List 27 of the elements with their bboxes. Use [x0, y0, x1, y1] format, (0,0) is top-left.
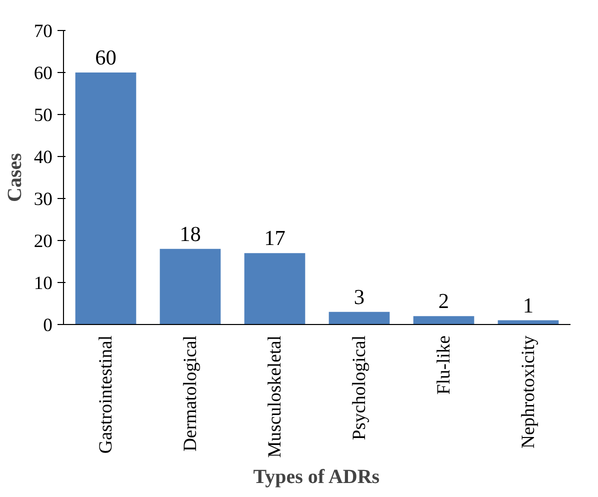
- y-tick-label: 50: [34, 105, 52, 126]
- x-axis-title: Types of ADRs: [253, 466, 380, 488]
- bar: [160, 248, 221, 324]
- x-tick-label: Dermatological: [180, 335, 201, 452]
- y-tick-label: 60: [34, 63, 52, 84]
- x-tick-label: Gastrointestinal: [95, 335, 116, 454]
- y-axis-title: Cases: [4, 152, 26, 202]
- y-tick-label: 10: [34, 273, 52, 294]
- y-tick-label: 70: [34, 21, 52, 42]
- x-tick-label: Psychological: [348, 335, 370, 440]
- bar: [244, 253, 306, 324]
- data-label: 3: [354, 284, 365, 309]
- x-tick-label: Musculoskeletal: [264, 335, 286, 458]
- data-label: 2: [438, 289, 450, 314]
- data-label: 1: [522, 293, 534, 318]
- data-label: 17: [264, 226, 286, 250]
- y-tick-label: 20: [34, 231, 52, 252]
- y-tick-label: 30: [34, 189, 52, 210]
- bar: [328, 312, 390, 324]
- y-tick-label: 40: [34, 147, 52, 168]
- x-tick-label: Nephrotoxicity: [518, 334, 539, 448]
- data-label: 18: [180, 222, 201, 246]
- bar: [75, 72, 136, 324]
- bar: [413, 316, 474, 324]
- y-tick-label: 0: [43, 315, 52, 336]
- x-tick-label: Flu-like: [433, 335, 454, 395]
- data-label: 60: [95, 46, 116, 70]
